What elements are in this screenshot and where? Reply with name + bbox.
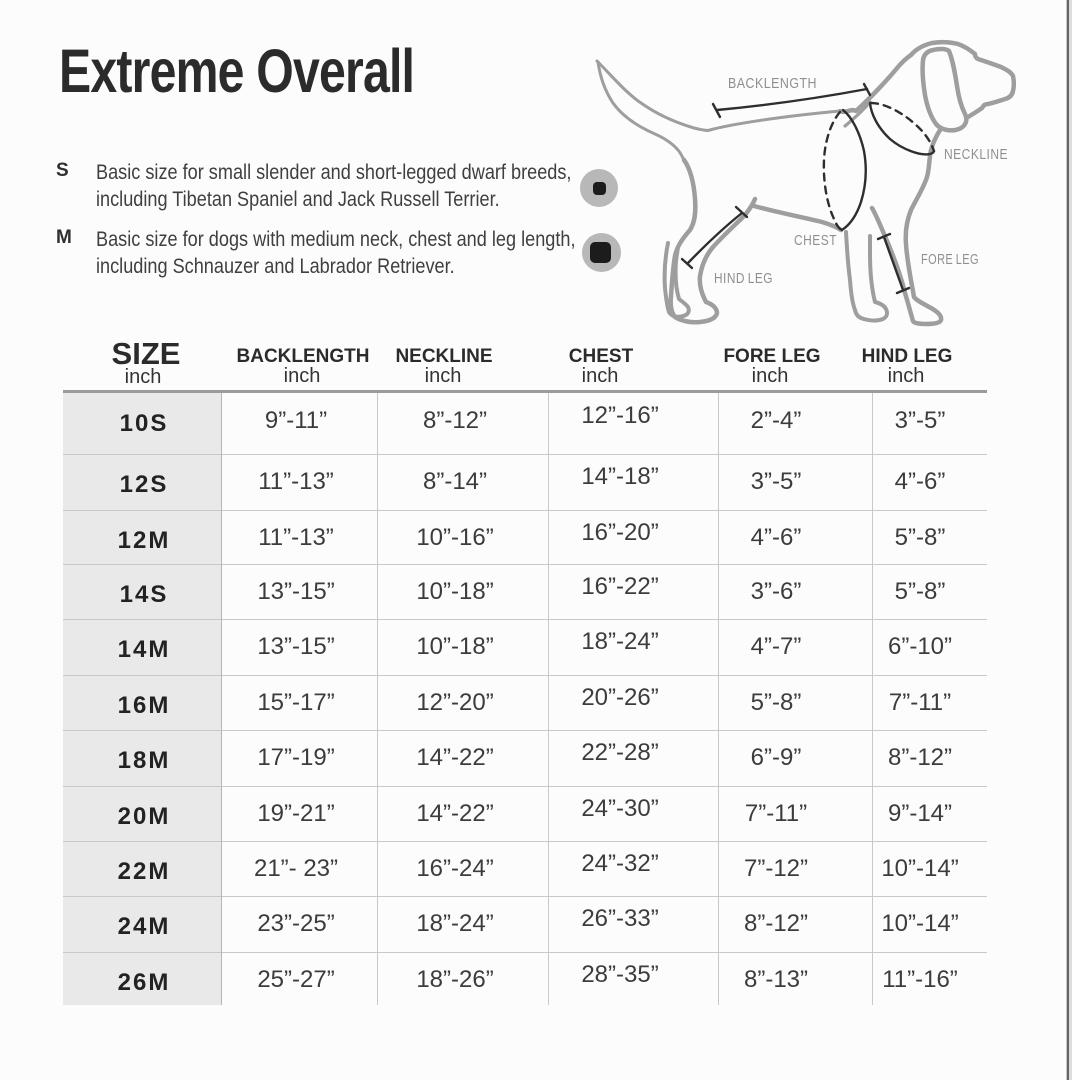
svg-text:CHEST: CHEST xyxy=(794,232,837,249)
svg-text:BACKLENGTH: BACKLENGTH xyxy=(728,75,817,92)
svg-text:NECKLINE: NECKLINE xyxy=(944,146,1008,163)
svg-text:FORE LEG: FORE LEG xyxy=(921,251,979,268)
svg-text:HIND LEG: HIND LEG xyxy=(714,270,773,287)
